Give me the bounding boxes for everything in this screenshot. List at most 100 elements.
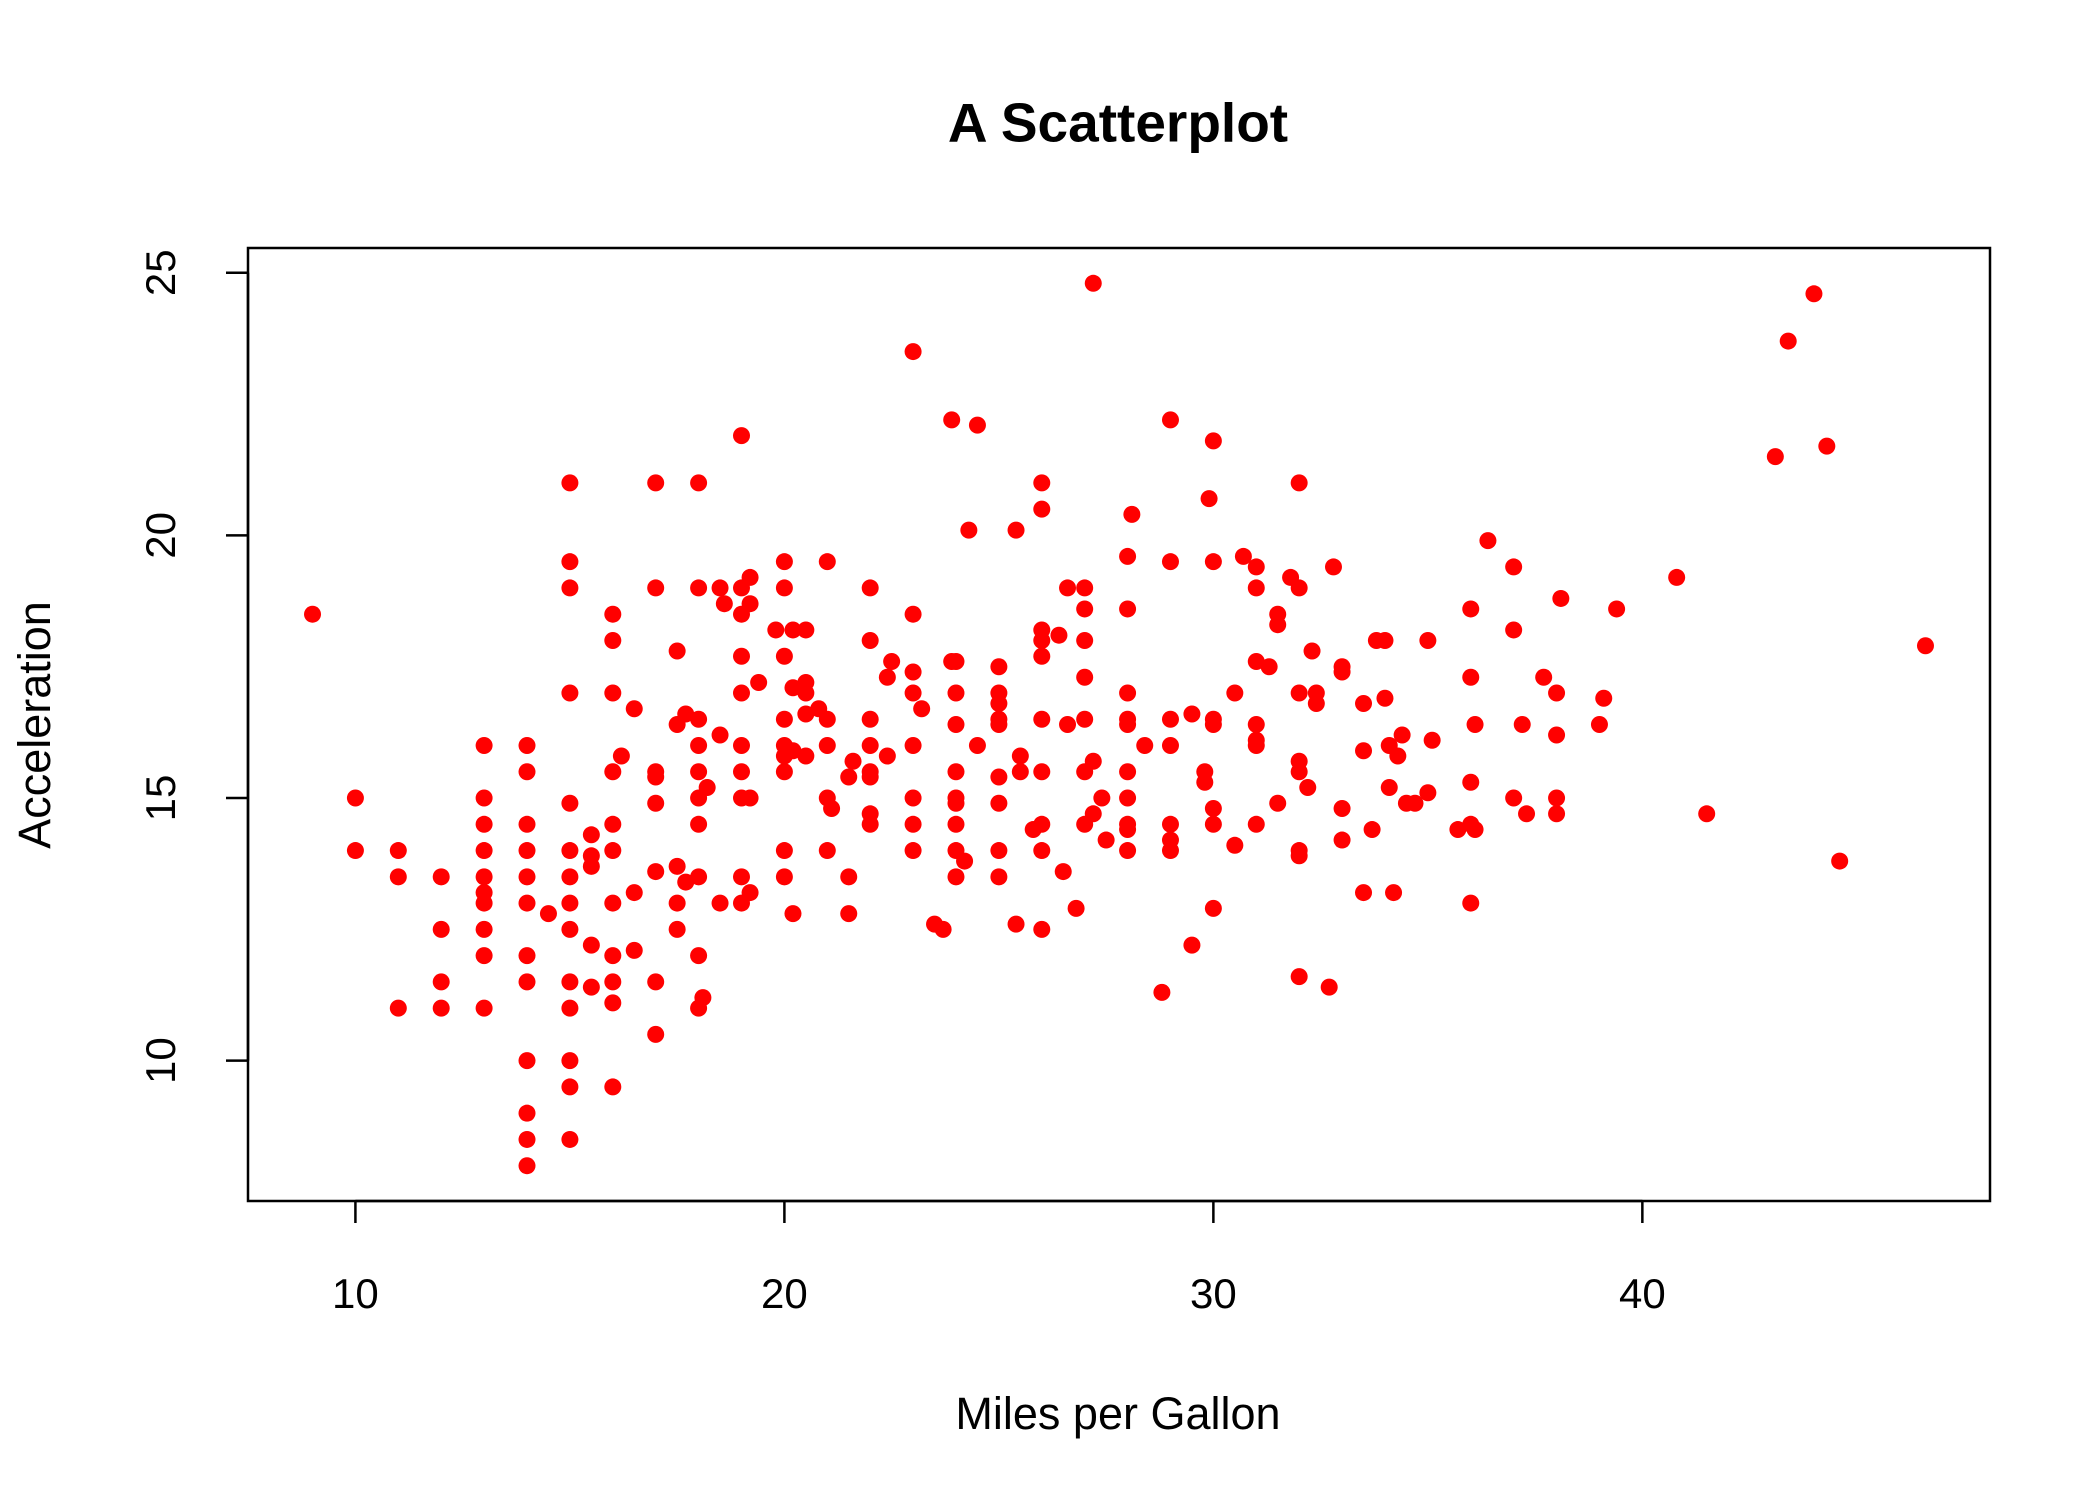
point [1505,621,1523,639]
point [1226,836,1244,854]
y-tick-label: 15 [137,775,184,822]
point [561,553,579,571]
point [1449,821,1467,839]
point [1054,863,1072,881]
point [1552,589,1570,607]
point [1376,689,1394,707]
point [741,568,759,586]
point [604,1078,622,1096]
point [1290,847,1308,865]
point [1462,668,1480,686]
point [1204,716,1222,733]
point [956,852,974,870]
point [1196,773,1214,791]
point [883,652,901,670]
point [432,868,450,886]
point [943,411,961,429]
point [947,868,965,886]
point [561,1078,579,1096]
point [797,684,815,702]
point [604,994,622,1012]
point [690,474,708,492]
point [990,694,1008,712]
point [1059,716,1077,733]
point [604,763,622,781]
point [432,920,450,938]
point [518,763,536,781]
point [475,815,493,833]
point [711,894,729,912]
point [797,705,815,723]
point [990,868,1008,886]
point [732,763,750,781]
point [1548,805,1566,823]
point [1548,684,1566,702]
point [767,621,785,639]
point [1818,437,1836,455]
point [1033,815,1051,833]
point [818,710,836,728]
point [582,826,600,844]
point [878,668,896,686]
point [732,868,750,886]
point [1059,579,1077,597]
y-tick-label: 25 [137,249,184,296]
point [518,894,536,912]
point [1097,831,1115,849]
point [647,973,665,991]
point [561,474,579,492]
point [1007,915,1025,933]
point [904,605,922,623]
point [561,842,579,860]
point [561,1130,579,1148]
point [715,595,733,613]
point [604,605,622,623]
point [1033,763,1051,781]
point [797,621,815,639]
point [861,815,879,833]
point [1376,631,1394,649]
point [823,800,841,818]
point [1766,448,1784,466]
plot-frame [246,246,1992,1203]
point [947,652,965,670]
point [732,427,750,445]
point [518,1157,536,1175]
point [1161,737,1179,755]
point [1466,821,1484,839]
point [1548,726,1566,744]
point [518,842,536,860]
point [475,789,493,807]
point [1076,600,1094,618]
point [1333,800,1351,818]
point [1518,805,1536,823]
point [1076,579,1094,597]
point [1033,631,1051,649]
point [1290,968,1308,986]
point [1033,842,1051,860]
point [647,794,665,812]
point [1033,920,1051,938]
point [1269,616,1287,634]
point [934,920,952,938]
point [1462,894,1480,912]
point [775,579,793,597]
point [904,684,922,702]
point [690,763,708,781]
point [1050,626,1068,644]
point [750,673,768,691]
point [1269,794,1287,812]
point [818,553,836,571]
point [539,905,557,923]
point [582,936,600,954]
point [1183,936,1201,954]
point [1324,558,1342,576]
point [947,684,965,702]
point [1119,600,1137,618]
point [1007,521,1025,539]
point [668,894,686,912]
point [561,999,579,1017]
point [1608,600,1626,618]
point [711,726,729,744]
point [775,710,793,728]
